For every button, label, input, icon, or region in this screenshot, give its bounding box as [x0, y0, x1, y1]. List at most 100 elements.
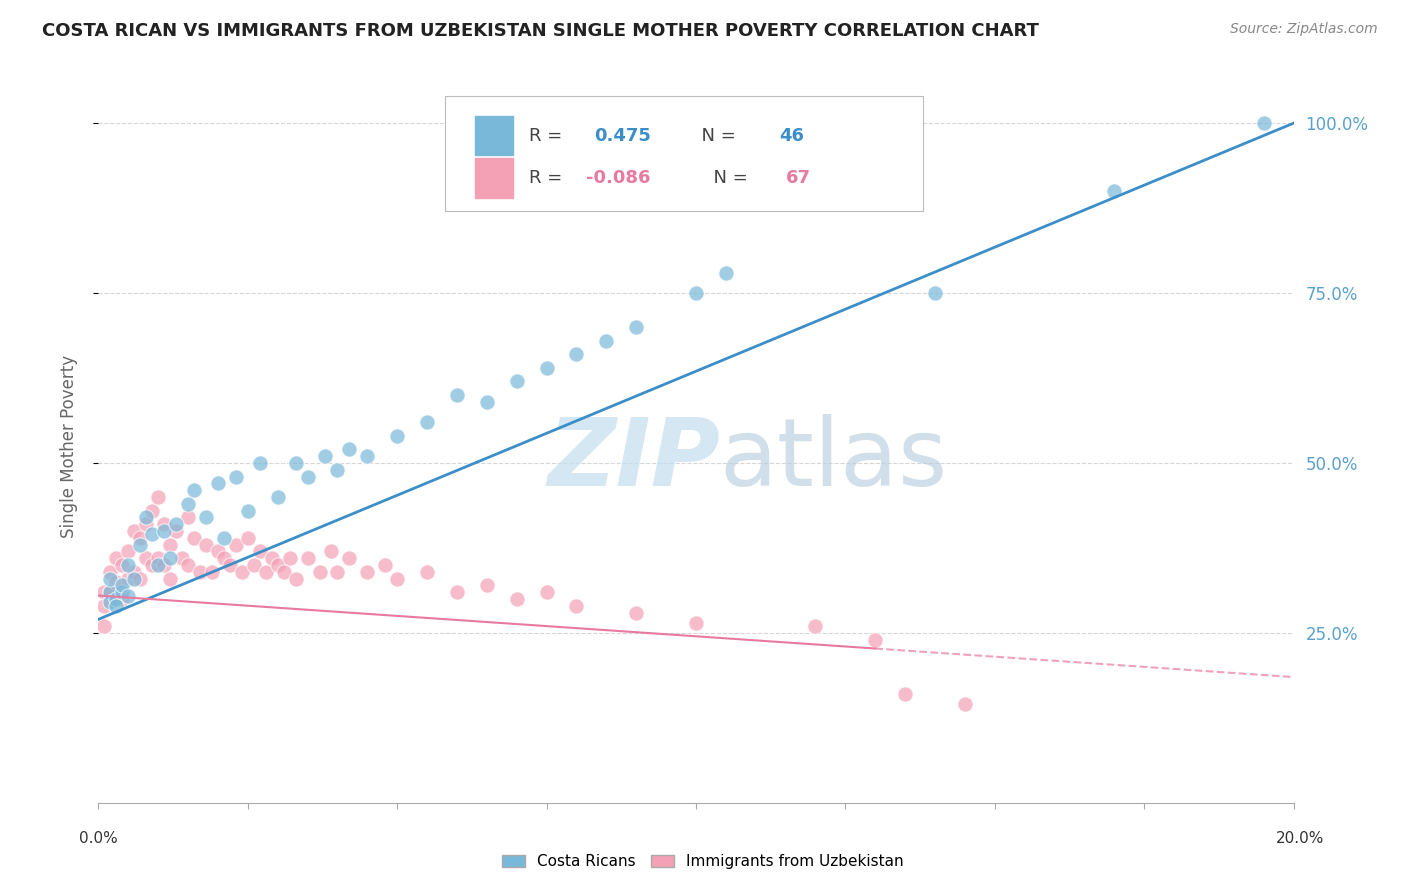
Point [100, 585, 122, 599]
Point [135, 510, 157, 524]
Point [924, 286, 946, 301]
Point [141, 527, 163, 541]
Point [135, 551, 157, 566]
Point [135, 517, 157, 532]
Text: -0.086: -0.086 [586, 169, 651, 187]
Point [93, 619, 115, 633]
Point [595, 334, 617, 348]
Point [804, 619, 827, 633]
Point [565, 599, 588, 613]
Point [339, 551, 360, 566]
Text: N =: N = [690, 127, 741, 145]
Point [165, 517, 187, 532]
Point [195, 510, 218, 524]
Point [714, 266, 737, 280]
Point [177, 497, 200, 511]
Point [865, 632, 887, 647]
Point [105, 574, 128, 589]
Point [124, 572, 146, 586]
Point [117, 544, 139, 558]
Point [374, 558, 396, 572]
Point [129, 572, 152, 586]
Point [254, 565, 277, 579]
Point [356, 565, 378, 579]
Point [1253, 116, 1275, 130]
Point [148, 490, 170, 504]
Text: R =: R = [529, 127, 574, 145]
Point [100, 572, 122, 586]
Point [172, 551, 194, 566]
Point [124, 565, 146, 579]
Point [225, 537, 247, 551]
Point [273, 565, 295, 579]
Text: ZIP: ZIP [547, 414, 720, 507]
Point [141, 503, 163, 517]
Point [111, 578, 134, 592]
Point [249, 544, 271, 558]
Point [339, 442, 360, 457]
Point [231, 565, 253, 579]
Point [626, 320, 648, 334]
Text: N =: N = [702, 169, 754, 187]
Point [626, 606, 648, 620]
Point [93, 599, 115, 613]
Point [267, 558, 290, 572]
Point [153, 524, 176, 538]
Text: COSTA RICAN VS IMMIGRANTS FROM UZBEKISTAN SINGLE MOTHER POVERTY CORRELATION CHAR: COSTA RICAN VS IMMIGRANTS FROM UZBEKISTA… [42, 22, 1039, 40]
Point [188, 565, 211, 579]
Point [1104, 184, 1126, 198]
Point [475, 578, 498, 592]
FancyBboxPatch shape [444, 96, 922, 211]
Point [129, 531, 152, 545]
Text: 67: 67 [786, 169, 811, 187]
Point [446, 585, 468, 599]
Point [297, 469, 319, 483]
Point [207, 544, 229, 558]
Point [111, 591, 134, 606]
Point [183, 483, 205, 498]
Point [297, 551, 319, 566]
Point [416, 565, 439, 579]
Point [117, 589, 139, 603]
Point [685, 615, 707, 630]
Point [177, 558, 200, 572]
Point [117, 558, 139, 572]
Text: 46: 46 [780, 127, 804, 145]
Point [111, 558, 134, 572]
Point [536, 360, 558, 375]
Point [207, 476, 229, 491]
Point [100, 595, 122, 609]
Point [225, 469, 247, 483]
Point [416, 415, 439, 429]
Point [565, 347, 588, 361]
Text: 0.0%: 0.0% [79, 831, 118, 846]
Point [105, 551, 128, 566]
Point [177, 510, 200, 524]
Point [243, 558, 266, 572]
Bar [475, 116, 513, 155]
Point [201, 565, 224, 579]
Text: 0.475: 0.475 [595, 127, 651, 145]
Text: 20.0%: 20.0% [1277, 831, 1324, 846]
Point [267, 490, 290, 504]
Point [212, 551, 235, 566]
Point [141, 558, 163, 572]
Point [315, 449, 337, 463]
Point [326, 565, 349, 579]
Point [506, 375, 529, 389]
Point [284, 456, 307, 470]
Point [100, 565, 122, 579]
Point [236, 503, 259, 517]
Point [100, 585, 122, 599]
Point [356, 449, 378, 463]
Point [129, 537, 152, 551]
Text: atlas: atlas [720, 414, 948, 507]
Point [308, 565, 330, 579]
Point [446, 388, 468, 402]
Point [183, 531, 205, 545]
Point [159, 572, 181, 586]
Point [148, 558, 170, 572]
Point [385, 572, 409, 586]
Point [153, 517, 176, 532]
Point [506, 591, 529, 606]
